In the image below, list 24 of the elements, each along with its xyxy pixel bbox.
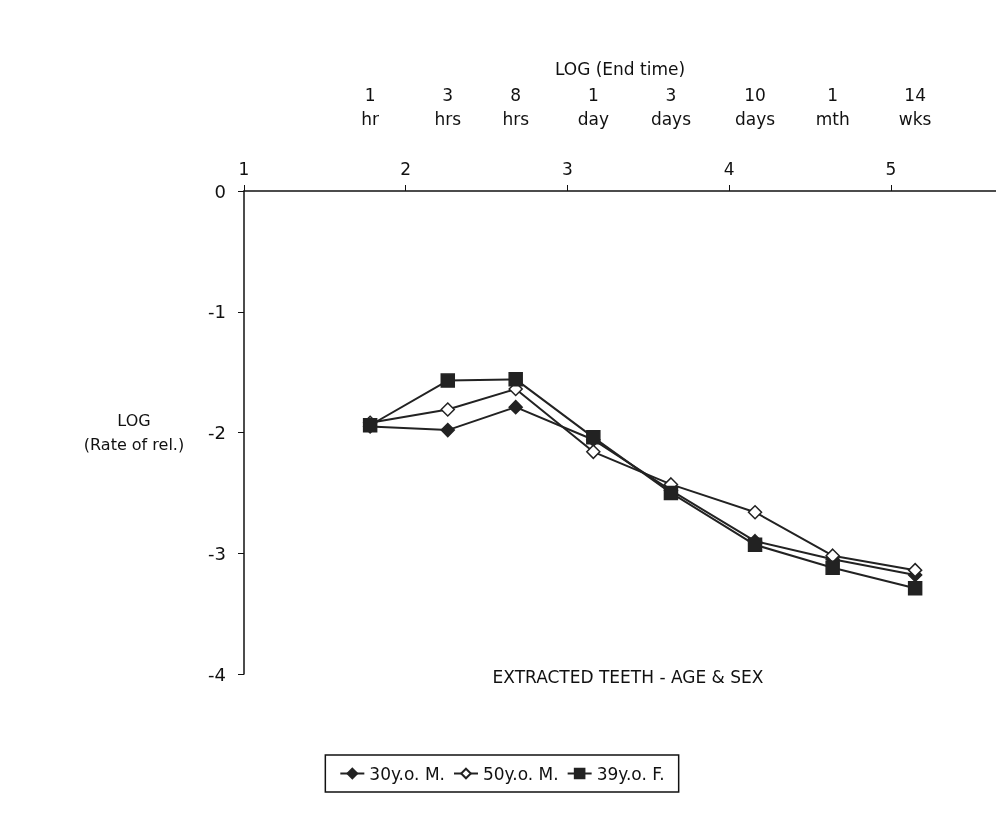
legend-label: 39y.o. F. xyxy=(596,763,665,784)
legend-label: 30y.o. M. xyxy=(369,763,445,784)
text: 1 day xyxy=(577,85,609,129)
y-axis-title: LOG (Rate of rel.) xyxy=(83,411,185,454)
x-axis-title: LOG (End time) xyxy=(554,58,686,79)
text: 14 wks xyxy=(898,85,932,129)
y-tick-label: -1 xyxy=(208,301,226,323)
text: 10 days xyxy=(734,85,776,129)
text: 1 mth xyxy=(815,85,850,129)
x-tick-label: 2 xyxy=(400,158,412,179)
y-tick-label: -4 xyxy=(208,663,226,685)
text: 1 hr xyxy=(361,85,380,129)
y-tick-label: -3 xyxy=(208,542,226,564)
x-tick-label: 4 xyxy=(723,158,735,179)
text: 3 hrs xyxy=(434,85,462,129)
text: 8 hrs xyxy=(502,85,530,129)
x-tick-label: 3 xyxy=(562,158,573,179)
y-tick-label: 0 xyxy=(214,180,226,202)
x-tick-label: 5 xyxy=(885,158,897,179)
text: 3 days xyxy=(650,85,692,129)
x-tick-label: 1 xyxy=(238,158,250,179)
legend-label: 50y.o. M. xyxy=(482,763,559,784)
y-tick-label: -2 xyxy=(208,422,226,443)
text: EXTRACTED TEETH - AGE & SEX xyxy=(492,666,764,687)
